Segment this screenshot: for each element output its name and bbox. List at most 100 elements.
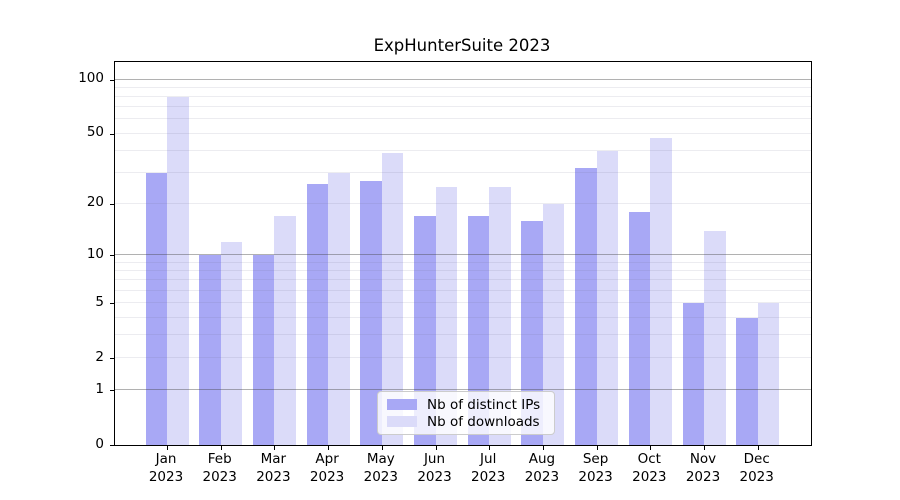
x-tick-year: 2023 xyxy=(578,468,613,485)
bar-downloads-sep xyxy=(596,150,619,445)
bar-distinct-ips-oct xyxy=(628,211,651,445)
x-tick-year: 2023 xyxy=(202,468,237,485)
x-tick-year: 2023 xyxy=(524,468,560,485)
gridline-minor xyxy=(115,172,811,174)
bar-distinct-ips-apr xyxy=(306,184,329,445)
x-tick-mark xyxy=(220,446,222,450)
legend-label-downloads: Nb of downloads xyxy=(427,413,540,430)
gridline-major xyxy=(115,389,811,391)
x-tick-year: 2023 xyxy=(417,468,452,485)
x-tick-month: Sep xyxy=(582,451,609,467)
x-tick-month: May xyxy=(366,451,395,467)
x-tick-year: 2023 xyxy=(685,468,721,485)
gridline-minor xyxy=(115,270,811,271)
y-tick-mark xyxy=(110,133,114,135)
x-tick-mark xyxy=(274,446,276,450)
x-tick-label-may: May 2023 xyxy=(341,451,421,486)
x-tick-month: Aug xyxy=(528,451,556,467)
x-tick-year: 2023 xyxy=(632,468,667,485)
x-tick-mark xyxy=(328,446,330,450)
x-tick-label-jun: Jun 2023 xyxy=(395,451,475,486)
x-tick-month: Jan xyxy=(155,451,177,467)
x-tick-mark xyxy=(435,446,437,450)
x-tick-label-sep: Sep 2023 xyxy=(556,451,636,486)
x-tick-mark xyxy=(167,446,168,450)
bar-distinct-ips-feb xyxy=(199,255,221,445)
bar-downloads-may xyxy=(381,152,404,445)
x-tick-label-mar: Mar 2023 xyxy=(233,451,313,486)
x-tick-label-apr: Apr 2023 xyxy=(287,451,367,486)
x-tick-month: Mar xyxy=(260,451,287,467)
bar-downloads-jun xyxy=(435,187,457,445)
x-tick-label-aug: Aug 2023 xyxy=(502,451,582,486)
chart-title: ExpHunterSuite 2023 xyxy=(373,36,551,55)
x-tick-label-nov: Nov 2023 xyxy=(663,451,743,486)
bar-distinct-ips-sep xyxy=(575,168,597,445)
x-tick-month: Oct xyxy=(637,451,661,467)
gridline-minor xyxy=(115,357,811,358)
gridline-minor xyxy=(115,202,811,204)
x-tick-label-jul: Jul 2023 xyxy=(448,451,528,486)
y-tick-mark xyxy=(110,203,114,205)
x-tick-year: 2023 xyxy=(739,468,774,485)
x-tick-year: 2023 xyxy=(148,468,184,485)
gridline-major xyxy=(115,254,811,256)
legend-item-downloads: Nb of downloads xyxy=(387,413,545,430)
x-tick-mark xyxy=(542,446,544,450)
gridline-minor xyxy=(115,289,811,291)
legend-label-distinct-ips: Nb of distinct IPs xyxy=(427,396,541,413)
y-tick-label: 0 xyxy=(95,435,104,452)
x-tick-month: Dec xyxy=(743,451,770,467)
y-tick-label: 2 xyxy=(95,348,104,365)
bar-distinct-ips-mar xyxy=(252,255,275,445)
gridline-major xyxy=(115,78,811,80)
bar-distinct-ips-aug xyxy=(521,220,543,445)
x-tick-mark xyxy=(704,446,705,450)
y-tick-label: 100 xyxy=(78,70,104,86)
bar-distinct-ips-nov xyxy=(682,303,704,445)
x-tick-year: 2023 xyxy=(309,468,345,485)
x-tick-year: 2023 xyxy=(256,468,291,485)
x-tick-mark xyxy=(757,446,759,450)
x-tick-month: Jun xyxy=(423,451,446,467)
bar-downloads-oct xyxy=(650,138,672,445)
gridline-minor xyxy=(115,149,811,151)
gridline-minor xyxy=(115,96,811,97)
gridline-minor xyxy=(115,132,811,134)
bar-downloads-nov xyxy=(704,230,726,445)
gridline-minor xyxy=(115,279,811,281)
x-tick-month: Jul xyxy=(480,451,497,467)
bar-distinct-ips-jul xyxy=(467,216,490,445)
y-tick-label: 5 xyxy=(95,293,104,310)
gridline-minor xyxy=(115,261,811,263)
x-tick-label-dec: Dec 2023 xyxy=(717,451,797,486)
bar-distinct-ips-may xyxy=(360,181,382,445)
bar-distinct-ips-jan xyxy=(145,173,167,445)
x-tick-mark xyxy=(489,446,491,450)
bar-distinct-ips-jun xyxy=(414,216,436,445)
y-tick-mark xyxy=(110,358,114,359)
y-tick-mark xyxy=(110,303,114,305)
y-tick-mark xyxy=(110,79,114,81)
legend-swatch-downloads xyxy=(387,416,417,427)
x-tick-label-jan: Jan 2023 xyxy=(126,451,206,486)
x-tick-month: Feb xyxy=(207,451,232,467)
gridline-minor xyxy=(115,106,811,108)
y-tick-label: 10 xyxy=(86,245,104,262)
y-tick-mark xyxy=(110,445,114,446)
x-tick-mark xyxy=(596,446,598,450)
bar-downloads-jul xyxy=(489,187,511,445)
y-tick-mark xyxy=(110,255,114,257)
x-tick-year: 2023 xyxy=(363,468,398,485)
gridline-minor xyxy=(115,334,811,336)
plot-area xyxy=(110,61,812,450)
bar-downloads-jan xyxy=(167,97,189,445)
x-tick-month: Apr xyxy=(315,451,339,467)
y-tick-label: 1 xyxy=(95,380,104,397)
x-tick-mark xyxy=(650,446,652,450)
bar-downloads-aug xyxy=(542,203,565,445)
gridline-minor xyxy=(115,118,811,120)
bar-downloads-dec xyxy=(757,303,780,445)
bar-distinct-ips-dec xyxy=(736,317,758,445)
